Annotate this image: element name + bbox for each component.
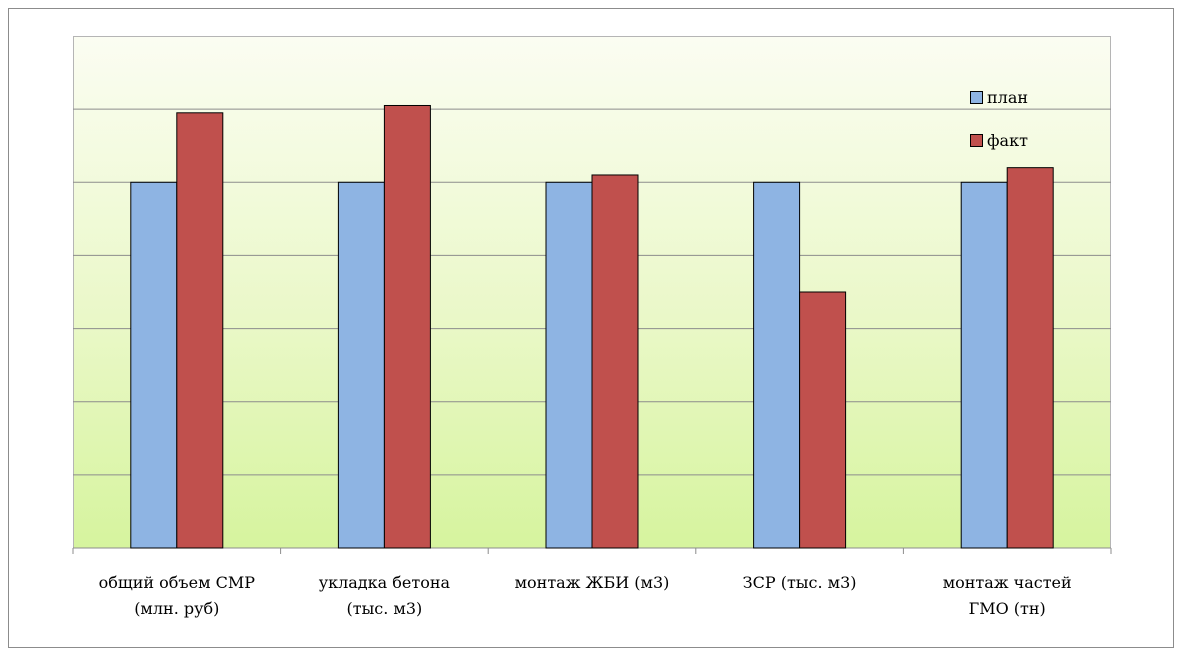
legend-item-plan: план (970, 88, 1028, 107)
legend-label-plan: план (987, 88, 1029, 107)
category-label-line: ГМО (тн) (968, 599, 1046, 618)
category-label-line: (млн. руб) (134, 599, 220, 618)
category-label-line: ЗСР (тыс. м3) (742, 573, 857, 592)
legend-swatch-fact (970, 134, 983, 147)
category-label-line: монтаж ЖБИ (м3) (514, 573, 670, 592)
category-label-line: общий объем СМР (98, 573, 255, 592)
bar-fact-1 (383, 104, 431, 549)
category-label-line: укладка бетона (318, 573, 451, 592)
bar-plan-3 (753, 181, 801, 549)
category-label-line: монтаж частей (942, 573, 1072, 592)
bar-plan-4 (960, 181, 1008, 549)
bar-fact-0 (176, 112, 224, 549)
bar-fact-4 (1006, 167, 1054, 549)
category-label-line: (тыс. м3) (346, 599, 423, 618)
legend-swatch-plan (970, 91, 983, 104)
category-label: монтаж ЖБИ (м3) (492, 570, 692, 596)
bar-fact-3 (799, 291, 847, 549)
category-label: общий объем СМР (млн. руб) (77, 570, 277, 622)
legend-item-fact: факт (970, 131, 1028, 150)
bar-plan-1 (337, 181, 385, 549)
category-label: укладка бетона (тыс. м3) (284, 570, 484, 622)
bar-plan-2 (545, 181, 593, 549)
bar-plan-0 (130, 181, 178, 549)
legend-label-fact: факт (987, 131, 1028, 150)
category-label: ЗСР (тыс. м3) (700, 570, 900, 596)
bar-chart (72, 104, 1112, 554)
category-label: монтаж частей ГМО (тн) (907, 570, 1107, 622)
bar-fact-2 (591, 174, 639, 549)
